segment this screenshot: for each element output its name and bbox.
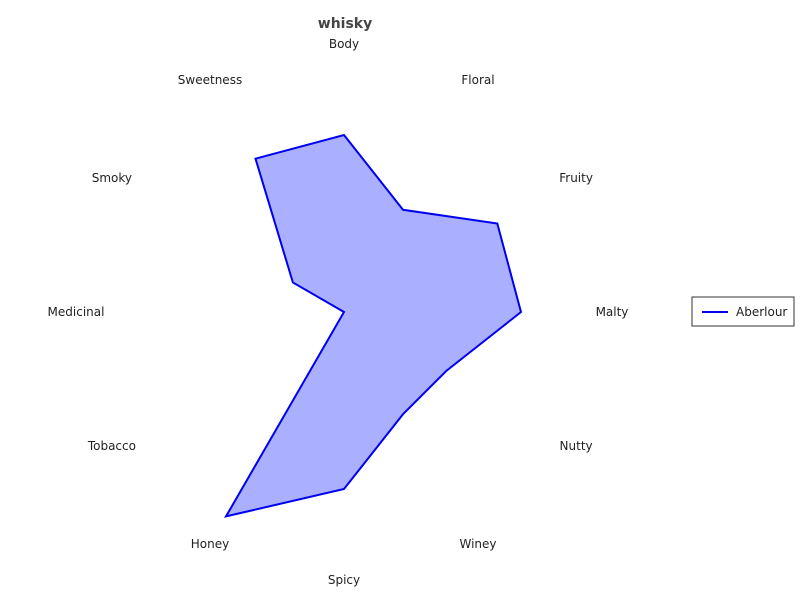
axis-label-medicinal: Medicinal [48, 305, 105, 319]
axis-label-smoky: Smoky [92, 171, 132, 185]
series-layer [223, 133, 523, 518]
series-polygon-aberlour [223, 133, 523, 518]
axis-label-winey: Winey [459, 537, 496, 551]
axis-label-floral: Floral [461, 73, 494, 87]
axis-label-nutty: Nutty [560, 439, 593, 453]
axis-label-spicy: Spicy [328, 573, 360, 587]
legend-entry-label: Aberlour [736, 305, 787, 319]
axis-label-tobacco: Tobacco [87, 439, 136, 453]
axis-label-fruity: Fruity [559, 171, 593, 185]
axis-labels: Body Floral Fruity Malty Nutty Winey Spicy Hone… [48, 37, 629, 587]
axis-label-malty: Malty [596, 305, 629, 319]
axis-label-honey: Honey [191, 537, 229, 551]
legend: Aberlour [691, 296, 795, 327]
axis-label-body: Body [329, 37, 359, 51]
axis-label-sweetness: Sweetness [178, 73, 242, 87]
chart-title: whisky [318, 16, 372, 32]
